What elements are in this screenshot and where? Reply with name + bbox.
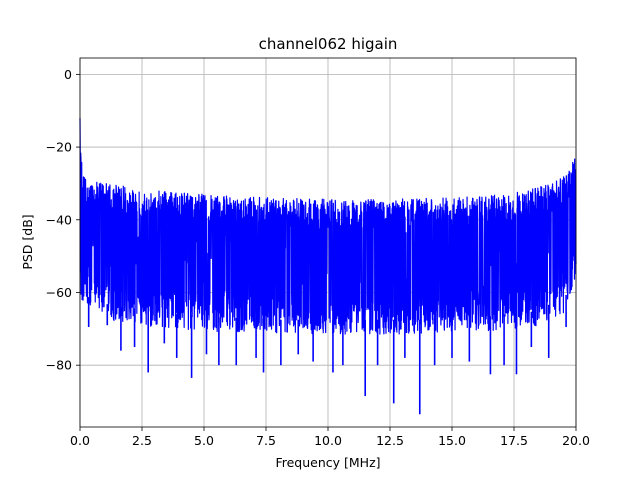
x-tick-label: 12.5 [376,433,404,448]
x-tick-label: 5.0 [194,433,214,448]
x-tick-label: 20.0 [562,433,590,448]
x-tick-label: 0.0 [70,433,90,448]
x-tick-label: 17.5 [500,433,528,448]
x-axis-ticks: 0.0 2.5 5.0 7.5 10.0 12.5 15.0 17.5 20.0 [70,427,590,448]
y-axis-label: PSD [dB] [20,214,35,269]
y-axis-ticks: 0 −20 −40 −60 −80 [46,67,80,373]
y-tick-label: −80 [46,358,72,373]
psd-series-line [79,117,577,335]
chart-title: channel062 higain [259,35,398,53]
y-tick-label: 0 [64,67,72,82]
x-tick-label: 15.0 [438,433,466,448]
psd-trace [79,117,577,415]
y-tick-label: −20 [46,140,72,155]
x-tick-label: 7.5 [256,433,276,448]
x-tick-label: 2.5 [132,433,152,448]
y-tick-label: −40 [46,212,72,227]
x-axis-label: Frequency [MHz] [275,455,380,470]
y-tick-label: −60 [46,285,72,300]
x-tick-label: 10.0 [314,433,342,448]
